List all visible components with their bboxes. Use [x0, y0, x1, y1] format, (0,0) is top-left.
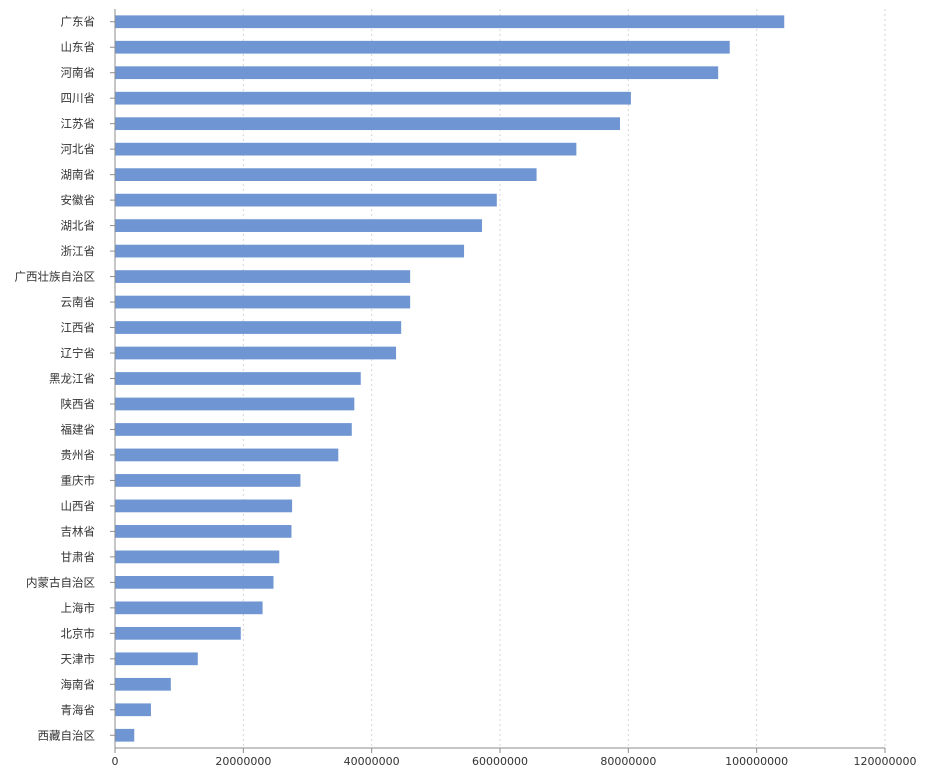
category-label: 云南省	[61, 295, 96, 309]
bar	[115, 677, 171, 691]
bar	[115, 575, 274, 589]
bar	[115, 244, 465, 258]
category-label: 青海省	[61, 703, 96, 717]
bar	[115, 91, 631, 105]
bar	[115, 66, 719, 80]
x-tick-label: 100000000	[725, 755, 788, 768]
bar	[115, 728, 135, 742]
bar	[115, 142, 577, 156]
bar	[115, 321, 402, 334]
bar	[115, 40, 730, 54]
bar	[115, 117, 620, 131]
category-label: 上海市	[61, 601, 96, 615]
category-label: 北京市	[61, 626, 96, 640]
category-label: 天津市	[61, 652, 96, 666]
category-labels: 广东省山东省河南省四川省江苏省河北省湖南省安徽省湖北省浙江省广西壮族自治区云南省…	[15, 15, 96, 743]
category-label: 吉林省	[61, 524, 96, 538]
category-label: 黑龙江省	[49, 372, 95, 386]
category-label: 湖南省	[61, 168, 96, 182]
bar	[115, 423, 352, 436]
bar	[115, 193, 497, 207]
x-tick-label: 120000000	[854, 755, 917, 768]
bar	[115, 499, 293, 513]
category-label: 内蒙古自治区	[26, 575, 95, 589]
x-tick-label: 20000000	[215, 755, 271, 768]
x-tick-label: 60000000	[472, 755, 528, 768]
category-label: 贵州省	[61, 448, 96, 462]
category-label: 山西省	[61, 499, 96, 513]
category-label: 海南省	[61, 677, 96, 691]
category-label: 广东省	[61, 15, 96, 29]
category-label: 陕西省	[61, 397, 96, 411]
bar	[115, 295, 411, 309]
bar	[115, 346, 397, 360]
bar	[115, 219, 483, 232]
category-label: 河北省	[61, 142, 96, 156]
category-label: 广西壮族自治区	[15, 270, 96, 284]
category-label: 山东省	[61, 40, 96, 54]
bar	[115, 601, 263, 615]
bar	[115, 397, 355, 411]
category-label: 河南省	[61, 66, 96, 80]
bar	[115, 626, 241, 640]
bar	[115, 15, 785, 29]
x-tick-labels: 0 20000000 40000000 60000000 80000000 1000000…	[112, 755, 917, 768]
category-label: 西藏自治区	[38, 728, 96, 742]
x-tick-label: 80000000	[600, 755, 656, 768]
bar	[115, 703, 151, 717]
bar	[115, 474, 301, 487]
category-label: 甘肃省	[61, 550, 96, 564]
bar	[115, 372, 361, 385]
category-label: 重庆市	[61, 473, 96, 487]
category-label: 辽宁省	[61, 346, 96, 360]
axes	[110, 9, 886, 753]
bar	[115, 448, 339, 462]
bar	[115, 525, 292, 538]
category-label: 安徽省	[61, 193, 96, 207]
category-label: 四川省	[61, 91, 96, 105]
bar	[115, 550, 280, 564]
bars	[115, 15, 785, 742]
category-label: 福建省	[61, 422, 96, 436]
x-tick-label: 0	[112, 755, 119, 768]
category-label: 浙江省	[61, 244, 96, 258]
bar	[115, 652, 198, 666]
x-tick-label: 40000000	[344, 755, 400, 768]
bar	[115, 270, 411, 283]
bar	[115, 168, 537, 182]
grid-lines	[242, 9, 886, 748]
category-label: 江苏省	[61, 117, 96, 131]
category-label: 江西省	[61, 321, 96, 335]
category-label: 湖北省	[61, 219, 96, 233]
